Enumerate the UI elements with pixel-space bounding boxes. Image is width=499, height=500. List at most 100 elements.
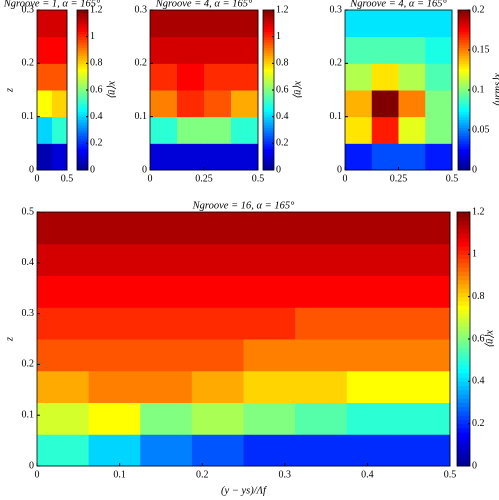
field-cell: [52, 63, 68, 91]
field-cell: [371, 36, 399, 64]
y-tick-label: 0.3: [22, 4, 35, 15]
colorbar-swatch: [458, 122, 470, 126]
colorbar-swatch: [457, 212, 470, 217]
colorbar-swatch: [263, 71, 274, 75]
colorbar-swatch: [458, 71, 470, 75]
colorbar-swatch: [77, 76, 88, 80]
colorbar-swatch: [457, 228, 470, 234]
colorbar-tick-label: 1: [276, 31, 281, 42]
colorbar-swatch: [77, 20, 88, 24]
colorbar-swatch: [263, 124, 274, 128]
field-cell: [346, 307, 399, 340]
colorbar-swatch: [458, 31, 470, 35]
x-tick-label: 0.3: [279, 469, 292, 480]
colorbar-swatch: [77, 140, 88, 144]
colorbar-tick-label: 0: [276, 164, 281, 175]
field-cell: [88, 434, 141, 467]
y-tick-label: 0.1: [22, 409, 35, 420]
field-cell: [204, 143, 232, 171]
field-cell: [37, 402, 90, 435]
field-cell: [140, 307, 193, 340]
colorbar-swatch: [458, 68, 470, 72]
colorbar-tick-label: 0.6: [276, 84, 289, 95]
field-cell: [243, 307, 296, 340]
colorbar-swatch: [263, 42, 274, 46]
colorbar-swatch: [457, 309, 470, 315]
field-cell: [140, 339, 193, 372]
field-cell: [371, 10, 399, 38]
colorbar-swatch: [458, 52, 470, 56]
field-cell: [425, 143, 453, 171]
field-cell: [37, 275, 90, 308]
field-cell: [88, 212, 141, 245]
colorbar-swatch: [77, 146, 88, 150]
colorbar-swatch: [77, 18, 88, 22]
field-cell: [295, 402, 348, 435]
colorbar-swatch: [77, 135, 88, 139]
colorbar-swatch: [458, 148, 470, 152]
field-cell: [52, 90, 68, 118]
colorbar-tick-label: 0.4: [472, 376, 485, 387]
colorbar-swatch: [458, 10, 470, 14]
colorbar-swatch: [457, 436, 470, 442]
panel-title: Ngroove = 1, α = 165°: [3, 0, 101, 9]
colorbar-swatch: [263, 116, 274, 120]
colorbar-tick-label: 0.2: [276, 138, 289, 149]
colorbar-swatch: [263, 10, 274, 14]
field-cell: [346, 370, 399, 403]
field-cell: [345, 143, 373, 171]
colorbar-tick-label: 0.8: [472, 291, 485, 302]
x-tick-label: 0.5: [444, 469, 457, 480]
colorbar-tick-label: 0.2: [90, 138, 103, 149]
colorbar-swatch: [457, 402, 470, 408]
colorbar-swatch: [77, 154, 88, 158]
colorbar-swatch: [457, 283, 470, 289]
colorbar-swatch: [457, 343, 470, 348]
colorbar-swatch: [263, 68, 274, 72]
colorbar-swatch: [458, 135, 470, 139]
y-tick-label: 0.4: [22, 257, 35, 268]
colorbar-swatch: [458, 143, 470, 147]
colorbar-swatch: [77, 122, 88, 126]
field-cell: [231, 116, 259, 144]
colorbar-swatch: [458, 90, 470, 94]
colorbar-swatch: [77, 167, 88, 171]
field-cell: [346, 434, 399, 467]
colorbar-swatch: [77, 103, 88, 107]
colorbar-swatch: [458, 151, 470, 155]
field-cell: [204, 36, 232, 64]
x-tick-label: 0: [35, 173, 40, 184]
colorbar-swatch: [457, 258, 470, 264]
colorbar-swatch: [457, 449, 470, 454]
colorbar-tick-label: 0.05: [472, 124, 490, 135]
colorbar-swatch: [457, 326, 470, 332]
colorbar-swatch: [263, 140, 274, 144]
field-cell: [295, 307, 348, 340]
colorbar-swatch: [458, 36, 470, 40]
colorbar-swatch: [263, 138, 274, 142]
colorbar-swatch: [77, 162, 88, 166]
colorbar-swatch: [77, 60, 88, 64]
field-cell: [177, 116, 205, 144]
colorbar-swatch: [263, 23, 274, 27]
colorbar-swatch: [263, 106, 274, 110]
field-cell: [191, 307, 244, 340]
y-tick-label: 0.1: [22, 111, 35, 122]
field-cell: [204, 116, 232, 144]
colorbar-swatch: [77, 127, 88, 131]
y-tick-label: 0: [337, 164, 342, 175]
field-cell: [37, 36, 53, 64]
field-cell: [398, 339, 451, 372]
colorbar-swatch: [457, 237, 470, 243]
field-cell: [140, 370, 193, 403]
colorbar-swatch: [458, 119, 470, 123]
field-cell: [177, 63, 205, 91]
colorbar-label: ⟨ū⟩x: [292, 81, 303, 99]
colorbar-swatch: [263, 74, 274, 78]
colorbar-swatch: [263, 130, 274, 134]
colorbar-swatch: [77, 116, 88, 120]
colorbar-swatch: [77, 82, 88, 86]
field-cell: [191, 212, 244, 245]
field-cell: [37, 143, 53, 171]
